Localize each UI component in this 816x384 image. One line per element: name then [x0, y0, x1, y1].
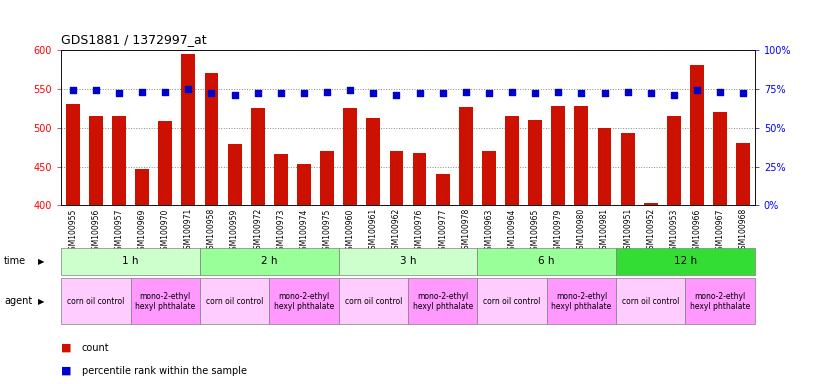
Text: ▶: ▶ [38, 257, 44, 266]
Bar [389, 151, 403, 205]
Point [251, 90, 264, 96]
Text: corn oil control: corn oil control [67, 297, 125, 306]
Text: corn oil control: corn oil control [344, 297, 402, 306]
Bar [89, 116, 103, 205]
Point [113, 90, 126, 96]
Point [66, 87, 79, 93]
Text: 6 h: 6 h [539, 256, 555, 266]
Bar [597, 128, 611, 205]
Text: mono-2-ethyl
hexyl phthalate: mono-2-ethyl hexyl phthalate [413, 292, 472, 311]
Point [366, 90, 379, 96]
Bar [621, 133, 635, 205]
Bar [574, 106, 588, 205]
Point [274, 90, 287, 96]
Text: corn oil control: corn oil control [622, 297, 680, 306]
Text: corn oil control: corn oil control [483, 297, 541, 306]
Point [182, 86, 195, 92]
Text: corn oil control: corn oil control [206, 297, 264, 306]
Text: 1 h: 1 h [122, 256, 139, 266]
Bar [274, 154, 288, 205]
Point [205, 90, 218, 96]
Point [644, 90, 657, 96]
Point [228, 92, 241, 98]
Text: ■: ■ [61, 366, 72, 376]
Bar [528, 120, 542, 205]
Bar [320, 151, 334, 205]
Text: 2 h: 2 h [261, 256, 277, 266]
Point [158, 89, 171, 95]
Point [505, 89, 518, 95]
Text: count: count [82, 343, 109, 353]
Text: ■: ■ [61, 343, 72, 353]
Bar [228, 144, 242, 205]
Bar [436, 174, 450, 205]
Point [436, 90, 449, 96]
Bar [135, 169, 149, 205]
Bar [736, 143, 750, 205]
Text: ▶: ▶ [38, 297, 44, 306]
Point [413, 90, 426, 96]
Point [713, 89, 726, 95]
Text: mono-2-ethyl
hexyl phthalate: mono-2-ethyl hexyl phthalate [135, 292, 195, 311]
Point [482, 90, 495, 96]
Bar [158, 121, 172, 205]
Bar [297, 164, 311, 205]
Point [135, 89, 149, 95]
Text: mono-2-ethyl
hexyl phthalate: mono-2-ethyl hexyl phthalate [552, 292, 611, 311]
Bar [66, 104, 80, 205]
Text: percentile rank within the sample: percentile rank within the sample [82, 366, 246, 376]
Bar [482, 151, 496, 205]
Point [297, 90, 310, 96]
Point [598, 90, 611, 96]
Bar [251, 108, 264, 205]
Bar [713, 112, 727, 205]
Point [89, 87, 102, 93]
Point [574, 90, 588, 96]
Point [390, 92, 403, 98]
Bar [366, 118, 380, 205]
Point [321, 89, 334, 95]
Text: 12 h: 12 h [674, 256, 697, 266]
Text: agent: agent [4, 296, 33, 306]
Bar [505, 116, 519, 205]
Bar [344, 108, 357, 205]
Point [621, 89, 634, 95]
Bar [413, 152, 427, 205]
Bar [552, 106, 565, 205]
Bar [112, 116, 126, 205]
Point [344, 87, 357, 93]
Text: mono-2-ethyl
hexyl phthalate: mono-2-ethyl hexyl phthalate [690, 292, 750, 311]
Point [667, 92, 681, 98]
Bar [459, 108, 472, 205]
Bar [181, 54, 195, 205]
Point [552, 89, 565, 95]
Bar [667, 116, 681, 205]
Bar [644, 203, 658, 205]
Bar [205, 73, 219, 205]
Text: time: time [4, 256, 26, 266]
Text: mono-2-ethyl
hexyl phthalate: mono-2-ethyl hexyl phthalate [274, 292, 334, 311]
Bar [690, 66, 704, 205]
Text: GDS1881 / 1372997_at: GDS1881 / 1372997_at [61, 33, 206, 46]
Point [737, 90, 750, 96]
Point [690, 87, 703, 93]
Text: 3 h: 3 h [400, 256, 416, 266]
Point [459, 89, 472, 95]
Point [529, 90, 542, 96]
